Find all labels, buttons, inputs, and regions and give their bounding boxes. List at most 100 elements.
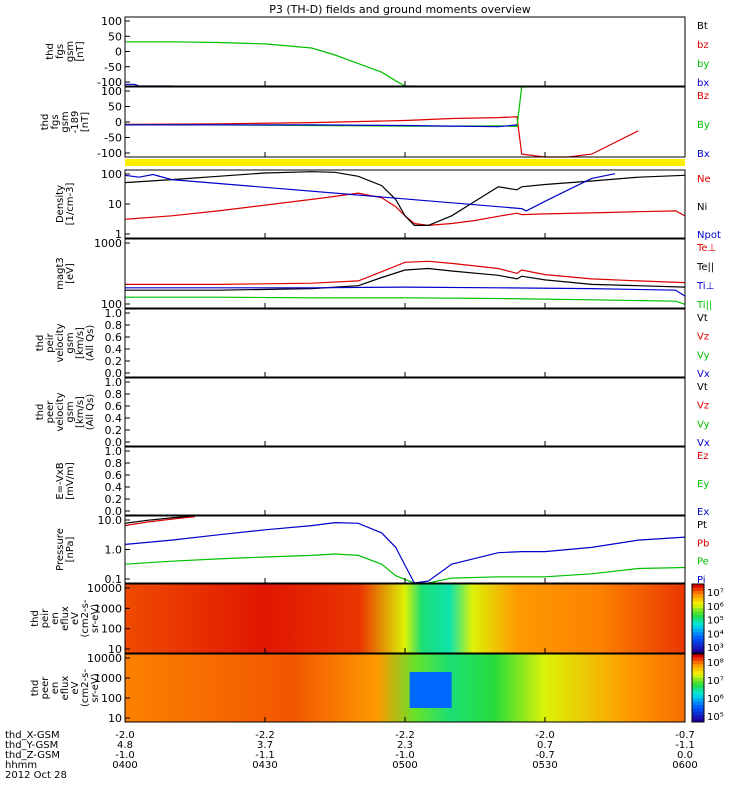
y-tick-label: 100 <box>101 692 122 705</box>
legend-entry: Pe <box>697 557 709 568</box>
footer-tick-value: 3.7 <box>257 740 273 751</box>
series-line-2-Bz <box>124 116 639 158</box>
y-tick-label: 0.0 <box>105 505 123 518</box>
colorbar-swatch <box>692 708 704 713</box>
y-tick-label: 1.0 <box>105 307 123 320</box>
legend-entry: Ti⊥ <box>696 281 714 292</box>
footer-row-label: thd_Y-GSM <box>5 740 58 751</box>
electron-spectrogram-low-flux <box>409 672 452 708</box>
colorbar-label: 10⁴ <box>707 629 724 640</box>
footer-tick-value: -2.2 <box>255 730 275 741</box>
colorbar-swatch <box>692 608 704 613</box>
colorbar-swatch <box>692 611 704 616</box>
y-axis-label: thdpeirenefluxeV(cm2-s-sr-eV) <box>30 599 101 637</box>
legend-entry: Te⊥ <box>696 243 716 254</box>
series-line-4-Ti|| <box>125 296 686 305</box>
colorbar-swatch <box>692 646 704 651</box>
y-axis-label: Pressure[nPa] <box>55 528 76 571</box>
colorbar-swatch <box>692 601 704 606</box>
colorbar-swatch <box>692 587 704 592</box>
legend-entry: Ti|| <box>696 300 712 311</box>
colorbar-swatch <box>692 677 704 682</box>
footer-tick-value: -1.1 <box>255 750 275 761</box>
colorbar-swatch <box>692 660 704 665</box>
y-tick-label: 0.6 <box>105 469 123 482</box>
colorbar-label: 10⁷ <box>707 676 724 687</box>
y-tick-label: 100 <box>101 623 122 636</box>
panel-8: 10.0 1.0 0.1 Pressure[nPa] Pt Pb Pe Pi <box>55 514 709 586</box>
series-line-8-Pt <box>124 515 196 524</box>
y-tick-label: 0.8 <box>105 388 123 401</box>
y-tick-label: 0 <box>115 116 122 129</box>
legend-entry: Npot <box>697 230 721 241</box>
y-tick-label: 0.2 <box>105 424 123 437</box>
footer-tick-value: -1.0 <box>115 750 135 761</box>
legend-entry: Ez <box>697 451 709 462</box>
y-tick-label: 1000 <box>94 237 122 250</box>
colorbar-swatch <box>692 691 704 696</box>
y-tick-label: -50 <box>104 61 122 74</box>
y-tick-label: 0.6 <box>105 331 123 344</box>
y-tick-label: 0.0 <box>105 436 123 449</box>
footer-tick-value: 0.0 <box>677 750 693 761</box>
colorbar-swatch <box>692 584 704 588</box>
colorbar-label: 10⁵ <box>707 712 724 723</box>
colorbar-swatch <box>692 597 704 602</box>
chart-title: P3 (TH-D) fields and ground moments over… <box>269 3 531 16</box>
y-tick-label: 0.0 <box>105 367 123 380</box>
panel-9: 10000 1000 100 10 thdpeirenefluxeV(cm2-s-sr-… <box>30 582 724 656</box>
colorbar-swatch <box>692 718 704 723</box>
y-axis-label: thdpeirvelocitygsm[km/s](All Qs) <box>35 323 96 362</box>
colorbar-swatch <box>692 628 704 633</box>
y-axis-label: magt3[eV] <box>55 257 76 290</box>
y-tick-label: 0.8 <box>105 457 123 470</box>
footer-tick-value: 0430 <box>252 760 277 771</box>
footer-tick-value: 0530 <box>532 760 557 771</box>
colorbar-swatch <box>692 604 704 609</box>
y-axis-label: thdpeervelocitygsm[km/s](All Qs) <box>35 392 96 431</box>
y-tick-label: -100 <box>97 76 122 89</box>
legend-entry: Te|| <box>696 262 714 273</box>
footer-tick-value: -0.7 <box>535 750 555 761</box>
colorbar-label: 10⁶ <box>707 602 724 613</box>
footer-row-label: hhmm <box>5 760 37 771</box>
panel-frame <box>124 16 686 87</box>
colorbar-label: 10⁵ <box>707 616 724 627</box>
series-line-4-Te⊥ <box>125 260 686 285</box>
series-line-3-Ne <box>124 192 686 227</box>
series-line-3-Npot <box>124 173 616 212</box>
legend-entry: Vy <box>697 350 710 361</box>
footer-tick-value: 0600 <box>672 760 697 771</box>
y-tick-label: 10 <box>108 643 122 656</box>
y-tick-label: 0.4 <box>105 343 123 356</box>
colorbar-label: 10³ <box>707 643 724 654</box>
y-axis-label: Density[1/cm-3] <box>55 183 76 226</box>
y-tick-label: 10 <box>108 712 122 725</box>
y-axis-label: thdfgsgsm[nT] <box>45 41 86 62</box>
footer-tick-value: 2.3 <box>397 740 413 751</box>
colorbar-swatch <box>692 674 704 679</box>
legend-entry: bz <box>697 40 709 51</box>
panel-3: 100 10 1 Density[1/cm-3] Ne Ni Npot <box>55 168 721 241</box>
colorbar-swatch <box>692 688 704 692</box>
legend-entry: Bt <box>697 21 708 32</box>
y-tick-label: 10.0 <box>98 514 123 527</box>
y-tick-label: -50 <box>104 132 122 145</box>
ion-spectrogram <box>125 584 685 653</box>
y-tick-label: 1.0 <box>105 376 123 389</box>
y-tick-label: 1000 <box>94 672 122 685</box>
footer-tick-value: 0400 <box>112 760 137 771</box>
series-line-8-Pi <box>124 521 686 584</box>
y-tick-label: 100 <box>101 85 122 98</box>
colorbar-swatch <box>692 701 704 706</box>
colorbar-swatch <box>692 625 704 630</box>
series-line-2-Bx <box>125 124 518 128</box>
panel-frame <box>124 308 686 378</box>
legend-entry: Vx <box>697 438 710 449</box>
series-line-8-Pe <box>124 553 686 584</box>
colorbar-swatch <box>692 615 704 619</box>
colorbar-swatch <box>692 715 704 720</box>
series-line-4-Ti⊥ <box>125 286 686 297</box>
footer-tick-value: -1.1 <box>675 740 695 751</box>
